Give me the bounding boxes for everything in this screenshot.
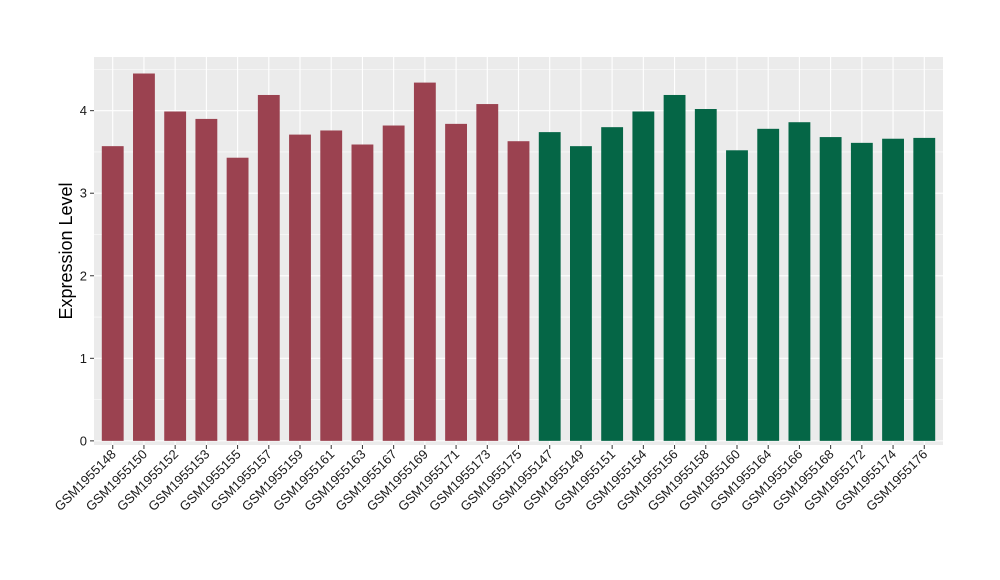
y-tick-label: 4 [80, 103, 87, 118]
bar-GSM1955161 [320, 130, 343, 441]
y-tick-label: 0 [80, 433, 87, 448]
bar-GSM1955167 [382, 125, 405, 441]
bar-GSM1955169 [413, 82, 436, 441]
y-tick-label: 3 [80, 186, 87, 201]
bar-GSM1955166 [788, 122, 811, 441]
bar-GSM1955147 [538, 132, 561, 441]
bars [101, 73, 936, 441]
bar-GSM1955157 [257, 94, 280, 441]
bar-GSM1955163 [351, 144, 374, 441]
bar-GSM1955176 [913, 137, 936, 441]
bar-GSM1955152 [164, 111, 187, 441]
bar-GSM1955168 [819, 137, 842, 441]
y-axis-title: Expression Level [56, 182, 76, 319]
bar-GSM1955173 [476, 104, 499, 441]
bar-GSM1955171 [445, 123, 467, 441]
bar-GSM1955154 [632, 111, 655, 441]
bar-GSM1955159 [289, 134, 311, 441]
bar-GSM1955158 [694, 109, 717, 441]
bar-GSM1955174 [882, 138, 904, 441]
bar-GSM1955150 [133, 73, 155, 441]
bar-GSM1955149 [570, 146, 592, 441]
bar-GSM1955153 [195, 118, 218, 441]
bar-GSM1955148 [101, 146, 124, 441]
bar-GSM1955156 [663, 94, 686, 441]
y-axis: 0 1 2 3 4 [80, 103, 94, 448]
bar-GSM1955151 [601, 127, 624, 441]
bar-GSM1955172 [850, 142, 873, 441]
bar-GSM1955160 [726, 150, 748, 441]
y-tick-label: 2 [80, 268, 87, 283]
bar-GSM1955155 [226, 157, 249, 441]
y-tick-label: 1 [80, 351, 87, 366]
bar-GSM1955164 [757, 128, 780, 441]
bar-GSM1955175 [507, 141, 530, 441]
x-axis: GSM1955148GSM1955150GSM1955152GSM1955153… [52, 445, 930, 514]
